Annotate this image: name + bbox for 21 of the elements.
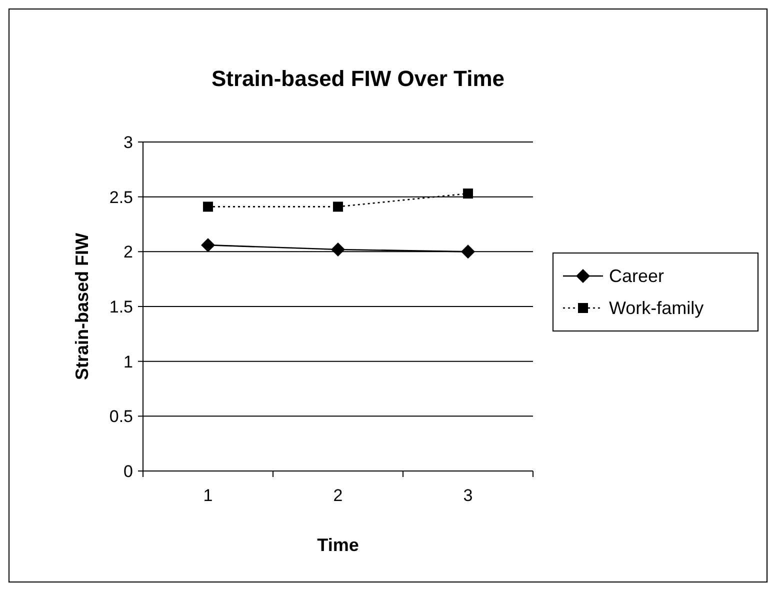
x-axis-title: Time [317,535,359,555]
x-tick-label: 3 [463,486,473,505]
y-tick-label: 0 [124,462,133,481]
legend-label: Career [609,266,664,286]
legend-label: Work-family [609,298,704,318]
y-tick-label: 2 [124,242,133,262]
y-tick-label: 2.5 [109,188,133,207]
point [331,242,345,256]
y-axis-title: Strain-based FIW [72,232,92,380]
point [461,244,475,259]
x-tick-label: 1 [203,486,213,505]
point [333,202,343,212]
y-tick-label: 0.5 [109,407,133,426]
y-tick-label: 1 [124,352,133,372]
point [463,188,473,199]
chart-title: Strain-based FIW Over Time [211,66,505,91]
y-tick-label: 1.5 [109,298,133,316]
point [201,238,215,252]
x-tick-label: 2 [333,486,343,505]
point [203,202,213,212]
y-tick-label: 3 [124,133,133,152]
